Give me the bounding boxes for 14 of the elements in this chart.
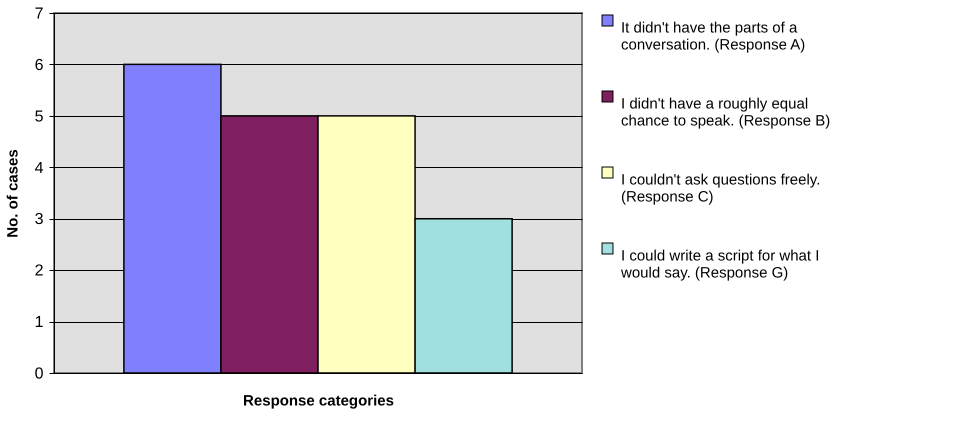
legend-label: It didn't have the parts of a conversation. (Response A) — [621, 20, 806, 54]
y-tick-label: 7 — [34, 6, 44, 22]
legend-label: I couldn't ask questions freely. (Response C) — [621, 172, 820, 206]
y-tick-label: 0 — [34, 366, 44, 382]
y-tick-label: 1 — [34, 314, 44, 332]
y-axis-title: No. of cases — [4, 149, 22, 238]
y-tick-label: 5 — [34, 108, 44, 126]
y-tick-label: 4 — [34, 160, 44, 177]
y-tick-label: 3 — [34, 211, 44, 228]
legend-label: I could write a script for what I would say. (Response G) — [620, 248, 820, 282]
y-tick-label: 6 — [34, 56, 44, 74]
x-axis-title: Response categories — [243, 392, 394, 410]
y-tick-label: 2 — [34, 262, 44, 280]
legend-label: I didn't have a roughly equal chance to speak. (Response B) — [621, 96, 830, 130]
